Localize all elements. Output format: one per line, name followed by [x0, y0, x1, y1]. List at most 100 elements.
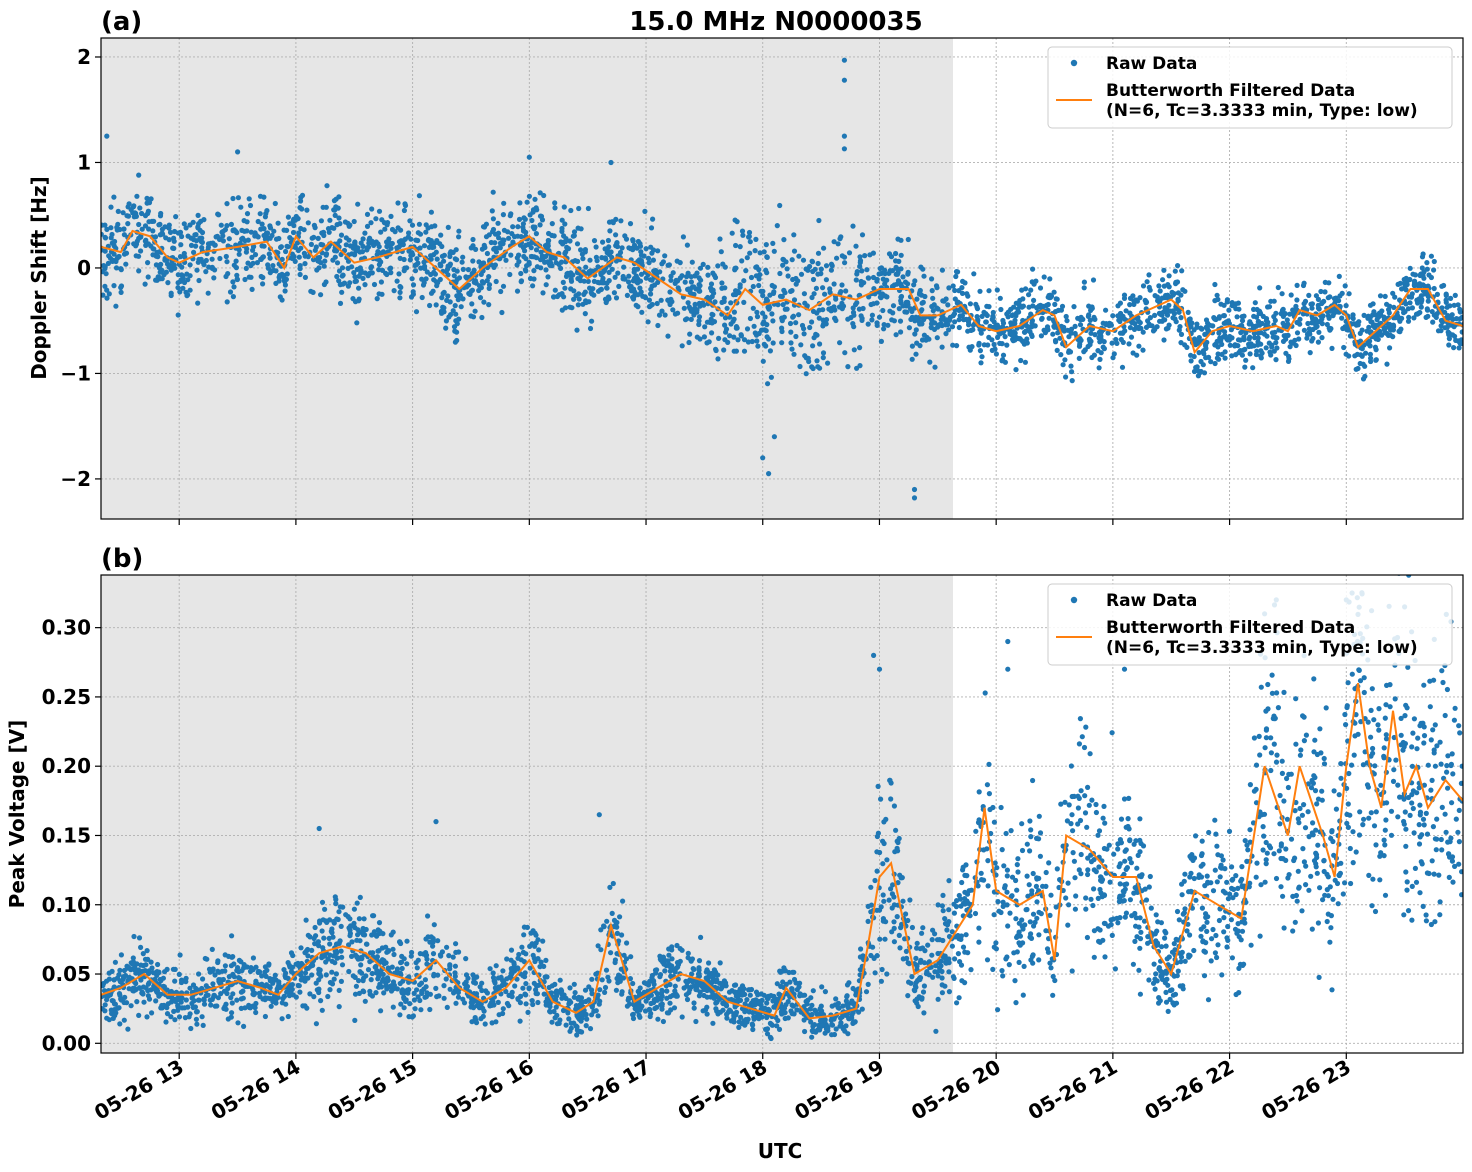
raw-data-point	[351, 270, 357, 276]
raw-data-point	[1157, 318, 1163, 324]
raw-data-point	[1455, 302, 1461, 308]
raw-data-point	[290, 218, 296, 224]
raw-data-point	[1449, 312, 1455, 318]
raw-data-point	[1345, 824, 1351, 831]
raw-data-point	[395, 225, 401, 231]
raw-data-point	[927, 359, 933, 365]
raw-data-point	[391, 288, 397, 294]
raw-data-point	[595, 943, 601, 949]
raw-data-point	[630, 238, 636, 244]
raw-data-point	[334, 260, 341, 266]
raw-data-point	[870, 301, 877, 307]
raw-data-point	[1019, 847, 1026, 854]
raw-data-point	[900, 898, 906, 904]
raw-data-point	[798, 271, 805, 277]
raw-data-point	[1058, 307, 1064, 313]
raw-data-point	[771, 248, 777, 254]
raw-data-point	[1391, 734, 1397, 741]
raw-data-point	[1360, 376, 1367, 382]
raw-data-point	[1211, 315, 1217, 321]
raw-data-point	[1089, 305, 1095, 312]
raw-data-point	[637, 278, 644, 284]
raw-data-point	[423, 222, 429, 228]
raw-data-point	[118, 283, 125, 289]
raw-data-point	[1030, 266, 1036, 272]
raw-data-point	[470, 314, 477, 320]
raw-data-point	[942, 916, 948, 922]
raw-data-point	[578, 247, 584, 253]
raw-data-point	[642, 208, 648, 214]
raw-data-point	[1300, 846, 1306, 852]
raw-data-point	[655, 1016, 661, 1022]
raw-data-point	[1143, 299, 1149, 305]
raw-data-point	[1136, 343, 1142, 349]
raw-data-point	[1165, 282, 1171, 288]
raw-data-point	[837, 236, 843, 242]
raw-data-point	[609, 254, 615, 260]
raw-data-point	[935, 306, 941, 312]
raw-data-point	[1292, 919, 1298, 925]
raw-data-point	[1191, 353, 1197, 360]
raw-data-point	[627, 976, 634, 982]
raw-data-point	[516, 216, 523, 222]
raw-data-point	[1290, 311, 1296, 317]
raw-data-point	[1101, 339, 1107, 345]
raw-data-point	[1112, 966, 1118, 972]
raw-data-point	[181, 279, 188, 286]
raw-data-point	[262, 1013, 268, 1020]
raw-data-point	[1174, 908, 1181, 915]
raw-data-point	[568, 276, 574, 282]
raw-data-point	[431, 971, 437, 978]
raw-data-point	[145, 274, 151, 280]
panel-a-legend: Raw Data Butterworth Filtered Data (N=6,…	[1047, 46, 1453, 129]
raw-data-point	[1239, 864, 1245, 870]
raw-data-point	[331, 207, 337, 213]
raw-data-point	[1409, 744, 1415, 750]
raw-data-point	[108, 204, 114, 210]
raw-data-point	[1085, 313, 1091, 319]
raw-data-point	[1120, 330, 1126, 336]
raw-data-point	[322, 906, 328, 912]
raw-data-point	[1225, 337, 1231, 343]
raw-data-point	[313, 244, 319, 250]
raw-data-point	[1137, 320, 1143, 326]
raw-data-point	[815, 260, 821, 267]
raw-data-point	[1032, 919, 1038, 926]
raw-data-point	[360, 275, 366, 281]
raw-data-point	[1411, 279, 1417, 285]
raw-data-point	[218, 222, 224, 228]
raw-data-point	[559, 217, 565, 223]
raw-data-point	[732, 217, 738, 223]
raw-data-point	[520, 221, 527, 227]
raw-data-point	[183, 225, 189, 231]
raw-data-point	[412, 268, 419, 274]
raw-data-point	[914, 316, 920, 322]
raw-data-point	[777, 270, 783, 277]
raw-data-point	[1023, 328, 1029, 334]
raw-data-point	[864, 267, 870, 273]
raw-data-point	[1383, 732, 1389, 738]
raw-data-point	[1274, 690, 1280, 696]
raw-data-point	[1319, 316, 1325, 322]
raw-data-point	[453, 941, 459, 947]
raw-data-point	[977, 288, 983, 294]
raw-data-point	[1310, 820, 1316, 826]
raw-data-point	[571, 229, 578, 235]
raw-data-point	[1315, 842, 1321, 848]
raw-data-point	[554, 293, 561, 300]
raw-data-point	[1368, 319, 1374, 325]
raw-data-point	[1051, 324, 1057, 330]
raw-data-point	[954, 1000, 960, 1006]
raw-data-point	[1091, 954, 1097, 960]
raw-data-point	[979, 313, 985, 319]
raw-data-point	[522, 267, 529, 273]
raw-data-point	[170, 245, 176, 251]
raw-data-point	[615, 270, 621, 276]
raw-data-point	[722, 322, 728, 328]
raw-data-outlier	[771, 434, 778, 440]
raw-data-point	[158, 261, 164, 267]
raw-data-point	[640, 293, 646, 299]
raw-data-point	[638, 289, 644, 295]
raw-data-point	[1382, 293, 1388, 299]
raw-data-point	[500, 1006, 506, 1012]
